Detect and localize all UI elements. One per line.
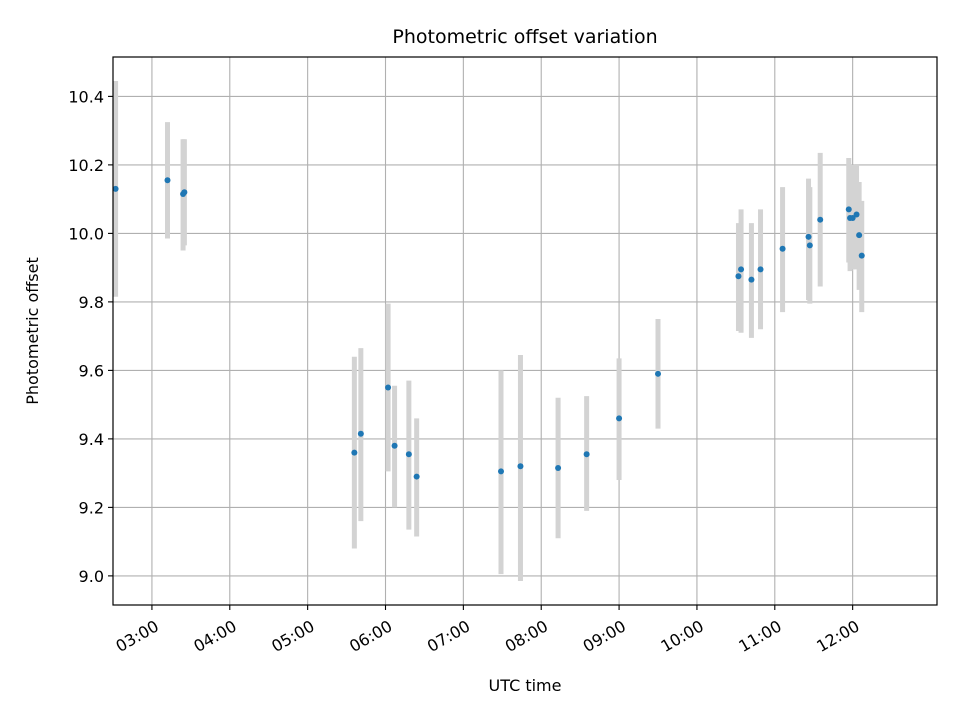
y-tick-label: 9.6 [79, 361, 104, 380]
data-point [856, 232, 863, 239]
y-tick-label: 10.0 [68, 224, 104, 243]
y-tick-label: 9.8 [79, 293, 104, 312]
data-point [517, 463, 524, 470]
data-point [757, 266, 764, 273]
y-tick-label: 9.0 [79, 567, 104, 586]
data-point [351, 449, 358, 456]
plot-frame [112, 56, 938, 606]
y-axis-label: Photometric offset [23, 257, 42, 405]
data-point [112, 185, 119, 192]
y-axis-ticks: 9.0 9.2 9.4 9.6 9.8 10.0 10.2 10.4 [68, 87, 113, 586]
data-point [817, 216, 824, 223]
data-point [181, 189, 188, 196]
data-point [849, 214, 856, 221]
data-point [748, 276, 755, 283]
chart-title: Photometric offset variation [392, 26, 657, 48]
y-tick-label: 10.2 [68, 156, 104, 175]
data-point [497, 468, 504, 475]
data-point [583, 451, 590, 458]
data-point [413, 473, 420, 480]
grid-lines [113, 57, 937, 605]
data-point [806, 242, 813, 249]
data-point [391, 442, 398, 449]
data-point [858, 252, 865, 259]
data-point [845, 206, 852, 213]
data-point [555, 465, 562, 471]
x-axis-label: UTC time [489, 676, 562, 695]
data-point [164, 177, 171, 184]
data-point [805, 233, 812, 240]
data-point [405, 451, 412, 458]
data-point [735, 273, 742, 280]
data-point [616, 415, 623, 422]
y-tick-label: 10.4 [68, 87, 104, 106]
data-points [112, 177, 865, 480]
y-tick-label: 9.2 [79, 498, 104, 517]
data-point [738, 266, 745, 273]
data-point [779, 245, 786, 252]
data-point [853, 211, 860, 218]
y-tick-label: 9.4 [79, 430, 104, 449]
data-point [385, 384, 392, 391]
data-point [357, 430, 364, 437]
data-point [655, 370, 662, 377]
